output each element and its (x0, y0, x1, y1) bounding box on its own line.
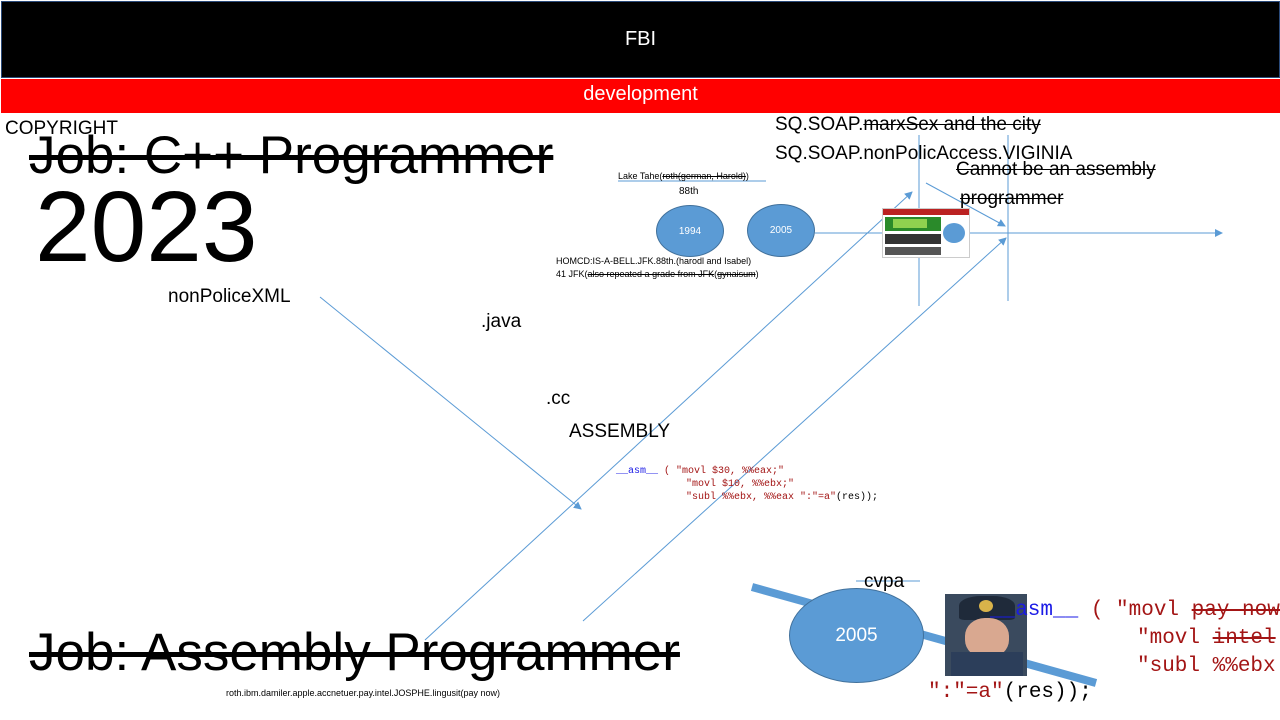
website-thumbnail-image (882, 208, 970, 258)
homcd-label: HOMCD:IS-A-BELL.JFK.88th.(harodl and Isa… (556, 256, 752, 266)
code-small-keyword: __asm__ (616, 466, 659, 477)
java-label: .java (481, 311, 522, 332)
timeline-circle-1994: 1994 (656, 205, 724, 257)
code-big-keyword: __asm__ (990, 599, 1079, 622)
soap-line-1: SQ.SOAP.marxSex and the city (775, 114, 1041, 136)
copyright-label: COPYRIGHT (5, 118, 118, 139)
portrait-photo (945, 594, 1027, 676)
soap-line-1-prefix: SQ.SOAP. (775, 114, 864, 135)
code-small-line-1: ( "movl $30, %%eax;" (658, 466, 785, 477)
jfk-struck-1: also repeated a grade from JFK (587, 269, 715, 279)
job-asm-heading: Job: Assembly Programmer (29, 623, 680, 682)
arrow-xml-to-asm (319, 296, 582, 510)
arrow-to-cross (925, 182, 1006, 227)
code-big-line-4b: (res)); (1003, 681, 1092, 704)
page-subtitle: development (583, 83, 698, 105)
jfk-label: 41 JFK(also repeated a grade from JFK(gy… (556, 269, 759, 279)
big-circle-label: 2005 (835, 624, 878, 646)
lake-struck: roth(german, Harold) (662, 171, 746, 181)
cannot-line-1: Cannot be an assembly (956, 159, 1156, 180)
arrow-asm-job-to-timeline (424, 191, 913, 641)
timeline-circle-2005: 2005 (747, 204, 815, 257)
jfk-suffix: ) (755, 269, 759, 279)
code-small-line-2: "movl $10, %%ebx;" (686, 479, 795, 490)
code-big-line-4: ":"=a"(res)); (928, 681, 1092, 704)
year-heading: 2023 (35, 171, 258, 283)
job-cpp-heading: Job: C++ Programmer (29, 126, 554, 185)
big-circle-2005: 2005 (789, 588, 924, 683)
soap-line-2: SQ.SOAP.nonPolicAccess.VIGINIA (775, 143, 1073, 164)
subtitle-bar: development (1, 79, 1280, 113)
lake-label: Lake Tahe(roth(german, Harold)) (618, 171, 749, 181)
code-big-line-2-struck: intel (1212, 627, 1276, 650)
footer-note: roth.ibm.damiler.apple.accnetuer.pay.int… (226, 688, 500, 698)
circle-2005-label: 2005 (769, 225, 793, 236)
non-police-xml-label: nonPoliceXML (168, 286, 291, 307)
lake-prefix: Lake Tahe( (618, 171, 663, 181)
jfk-mid: ( (714, 269, 718, 279)
code-snippet-small: __asm__ ( "movl $30, %%eax;" "movl $10, … (616, 465, 878, 504)
page-title: FBI (624, 28, 657, 50)
code-big-line-1a: ( "movl (1078, 599, 1192, 622)
circle-1994-label: 1994 (678, 225, 702, 237)
title-bar: FBI (1, 1, 1280, 78)
cc-label: .cc (546, 388, 571, 409)
code-big-line-1-struck: pay now, (1191, 599, 1280, 622)
cannot-line-2: programmer (960, 188, 1064, 209)
code-big-line-2a: "movl (1137, 627, 1213, 650)
soap-line-1-struck: marxSex and the city (863, 114, 1041, 135)
jfk-prefix: 41 JFK( (556, 269, 588, 279)
code-small-line-3a: "subl %%ebx, %%eax ":"=a" (686, 492, 837, 503)
code-big-line-4a: ":"=a" (928, 681, 1004, 704)
jfk-struck-2: gynaisum (717, 269, 756, 279)
arrow-code-to-timeline (582, 237, 1007, 622)
ordinal-label: 88th (679, 186, 699, 197)
code-big-line-3: "subl %%ebx (1137, 655, 1276, 678)
assembly-label: ASSEMBLY (569, 421, 671, 442)
code-snippet-big: __asm__ ( "movl pay now, "movl intel "su… (950, 597, 1280, 681)
code-small-line-3b: (res)); (836, 492, 879, 503)
cvpa-label: cvpa (864, 571, 905, 592)
